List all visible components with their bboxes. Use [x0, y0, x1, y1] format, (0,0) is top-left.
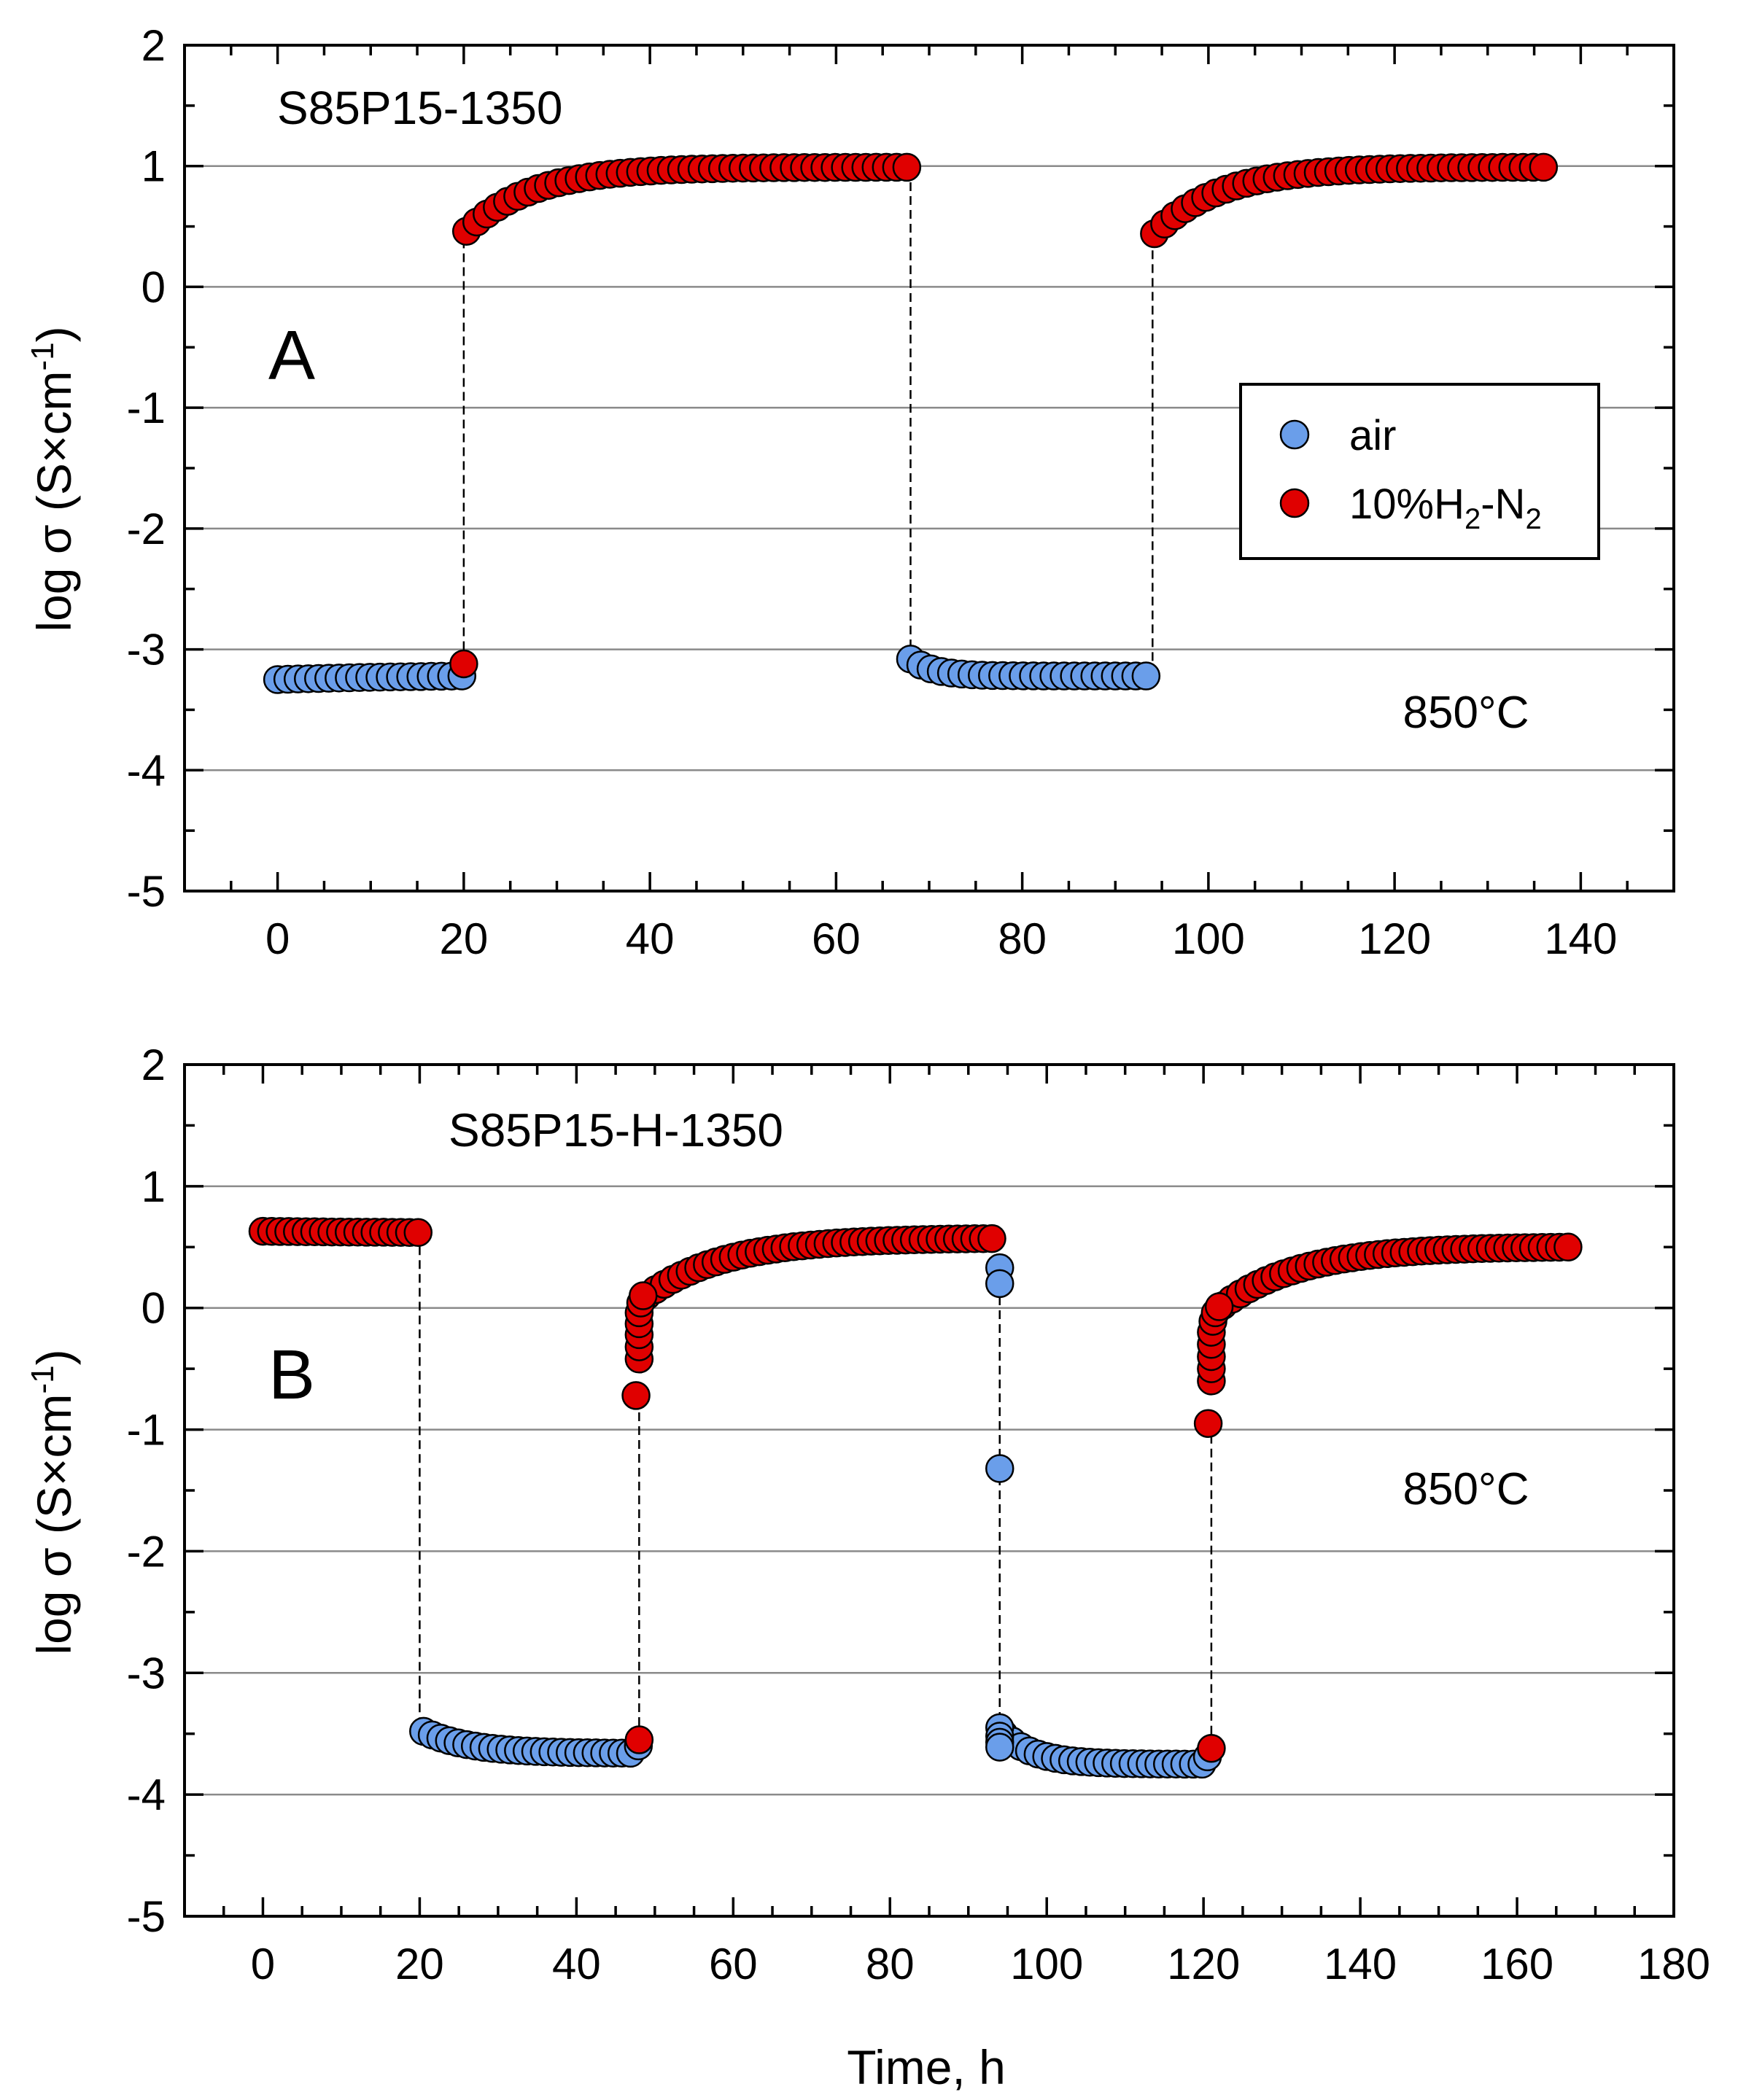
legend-label-air: air — [1349, 412, 1396, 459]
panel-b-x-axis-title: Time, h — [847, 2040, 1006, 2094]
x-tick-label: 0 — [251, 1940, 275, 1988]
series-h2-n2 — [449, 152, 1559, 679]
data-point — [624, 1725, 654, 1754]
series-h2-n2 — [248, 1216, 1583, 1763]
y-tick-label: 0 — [141, 1284, 166, 1333]
x-tick-label: 40 — [552, 1940, 601, 1988]
data-point — [985, 1732, 1015, 1762]
x-tick-label: 160 — [1481, 1940, 1553, 1988]
legend-box — [1239, 383, 1600, 560]
legend-marker-h2n2 — [1279, 488, 1310, 518]
y-tick-label: -5 — [127, 867, 166, 916]
data-point — [1131, 661, 1161, 691]
x-tick-label: 20 — [395, 1940, 444, 1988]
data-point — [977, 1224, 1006, 1253]
x-tick-label: 0 — [265, 914, 290, 963]
panel-b-temperature-label: 850°C — [1403, 1464, 1529, 1514]
plot-frame — [183, 1063, 1675, 1918]
data-point — [1204, 1292, 1234, 1321]
panel-a-letter: A — [268, 316, 315, 394]
x-tick-label: 140 — [1324, 1940, 1397, 1988]
y-tick-label: -1 — [127, 384, 166, 432]
legend-label-h2n2: 10%H2-N2 — [1349, 481, 1542, 535]
data-point — [1193, 1409, 1223, 1438]
x-tick-label: 40 — [626, 914, 675, 963]
y-tick-label: 1 — [141, 142, 166, 191]
x-tick-label: 100 — [1010, 1940, 1083, 1988]
y-tick-label: 1 — [141, 1162, 166, 1211]
y-tick-label: 0 — [141, 262, 166, 311]
x-tick-label: 20 — [440, 914, 489, 963]
data-point — [628, 1281, 658, 1310]
panel-a-title: S85P15-1350 — [277, 82, 562, 134]
data-point — [621, 1381, 651, 1410]
panel-b-letter: B — [268, 1336, 315, 1414]
panel-b-y-axis-title: log σ (S×cm-1) — [25, 1349, 81, 1654]
x-tick-label: 60 — [812, 914, 861, 963]
legend: air 10%H2-N2 — [1239, 383, 1600, 560]
x-tick-label: 140 — [1544, 914, 1617, 963]
x-tick-label: 180 — [1637, 1940, 1710, 1988]
x-tick-label: 100 — [1172, 914, 1245, 963]
data-point — [403, 1218, 433, 1248]
data-point — [1553, 1232, 1583, 1262]
y-tick-label: 2 — [141, 1041, 166, 1089]
y-tick-label: -2 — [127, 505, 166, 553]
legend-marker-air — [1279, 419, 1310, 450]
data-point — [1529, 152, 1559, 182]
panel-b-title: S85P15-H-1350 — [449, 1104, 783, 1156]
y-tick-label: -3 — [127, 1649, 166, 1698]
y-tick-label: -3 — [127, 626, 166, 674]
y-tick-label: -1 — [127, 1406, 166, 1455]
panel-a-y-axis-title: log σ (S×cm-1) — [25, 326, 81, 631]
panel-a-temperature-label: 850°C — [1403, 688, 1529, 738]
x-tick-label: 120 — [1167, 1940, 1240, 1988]
y-tick-label: -4 — [127, 1770, 166, 1819]
y-tick-label: -2 — [127, 1527, 166, 1576]
x-tick-label: 60 — [709, 1940, 758, 1988]
data-point — [985, 1269, 1015, 1299]
data-point — [449, 649, 478, 679]
y-tick-label: 2 — [141, 21, 166, 70]
plot-frame — [183, 44, 1675, 892]
x-tick-label: 80 — [998, 914, 1047, 963]
y-tick-label: -5 — [127, 1892, 166, 1941]
data-point — [1197, 1733, 1226, 1763]
series-air — [263, 645, 1161, 694]
y-tick-label: -4 — [127, 746, 166, 795]
data-point — [985, 1454, 1015, 1483]
x-tick-label: 120 — [1358, 914, 1431, 963]
x-tick-label: 80 — [866, 1940, 915, 1988]
data-point — [892, 152, 922, 182]
